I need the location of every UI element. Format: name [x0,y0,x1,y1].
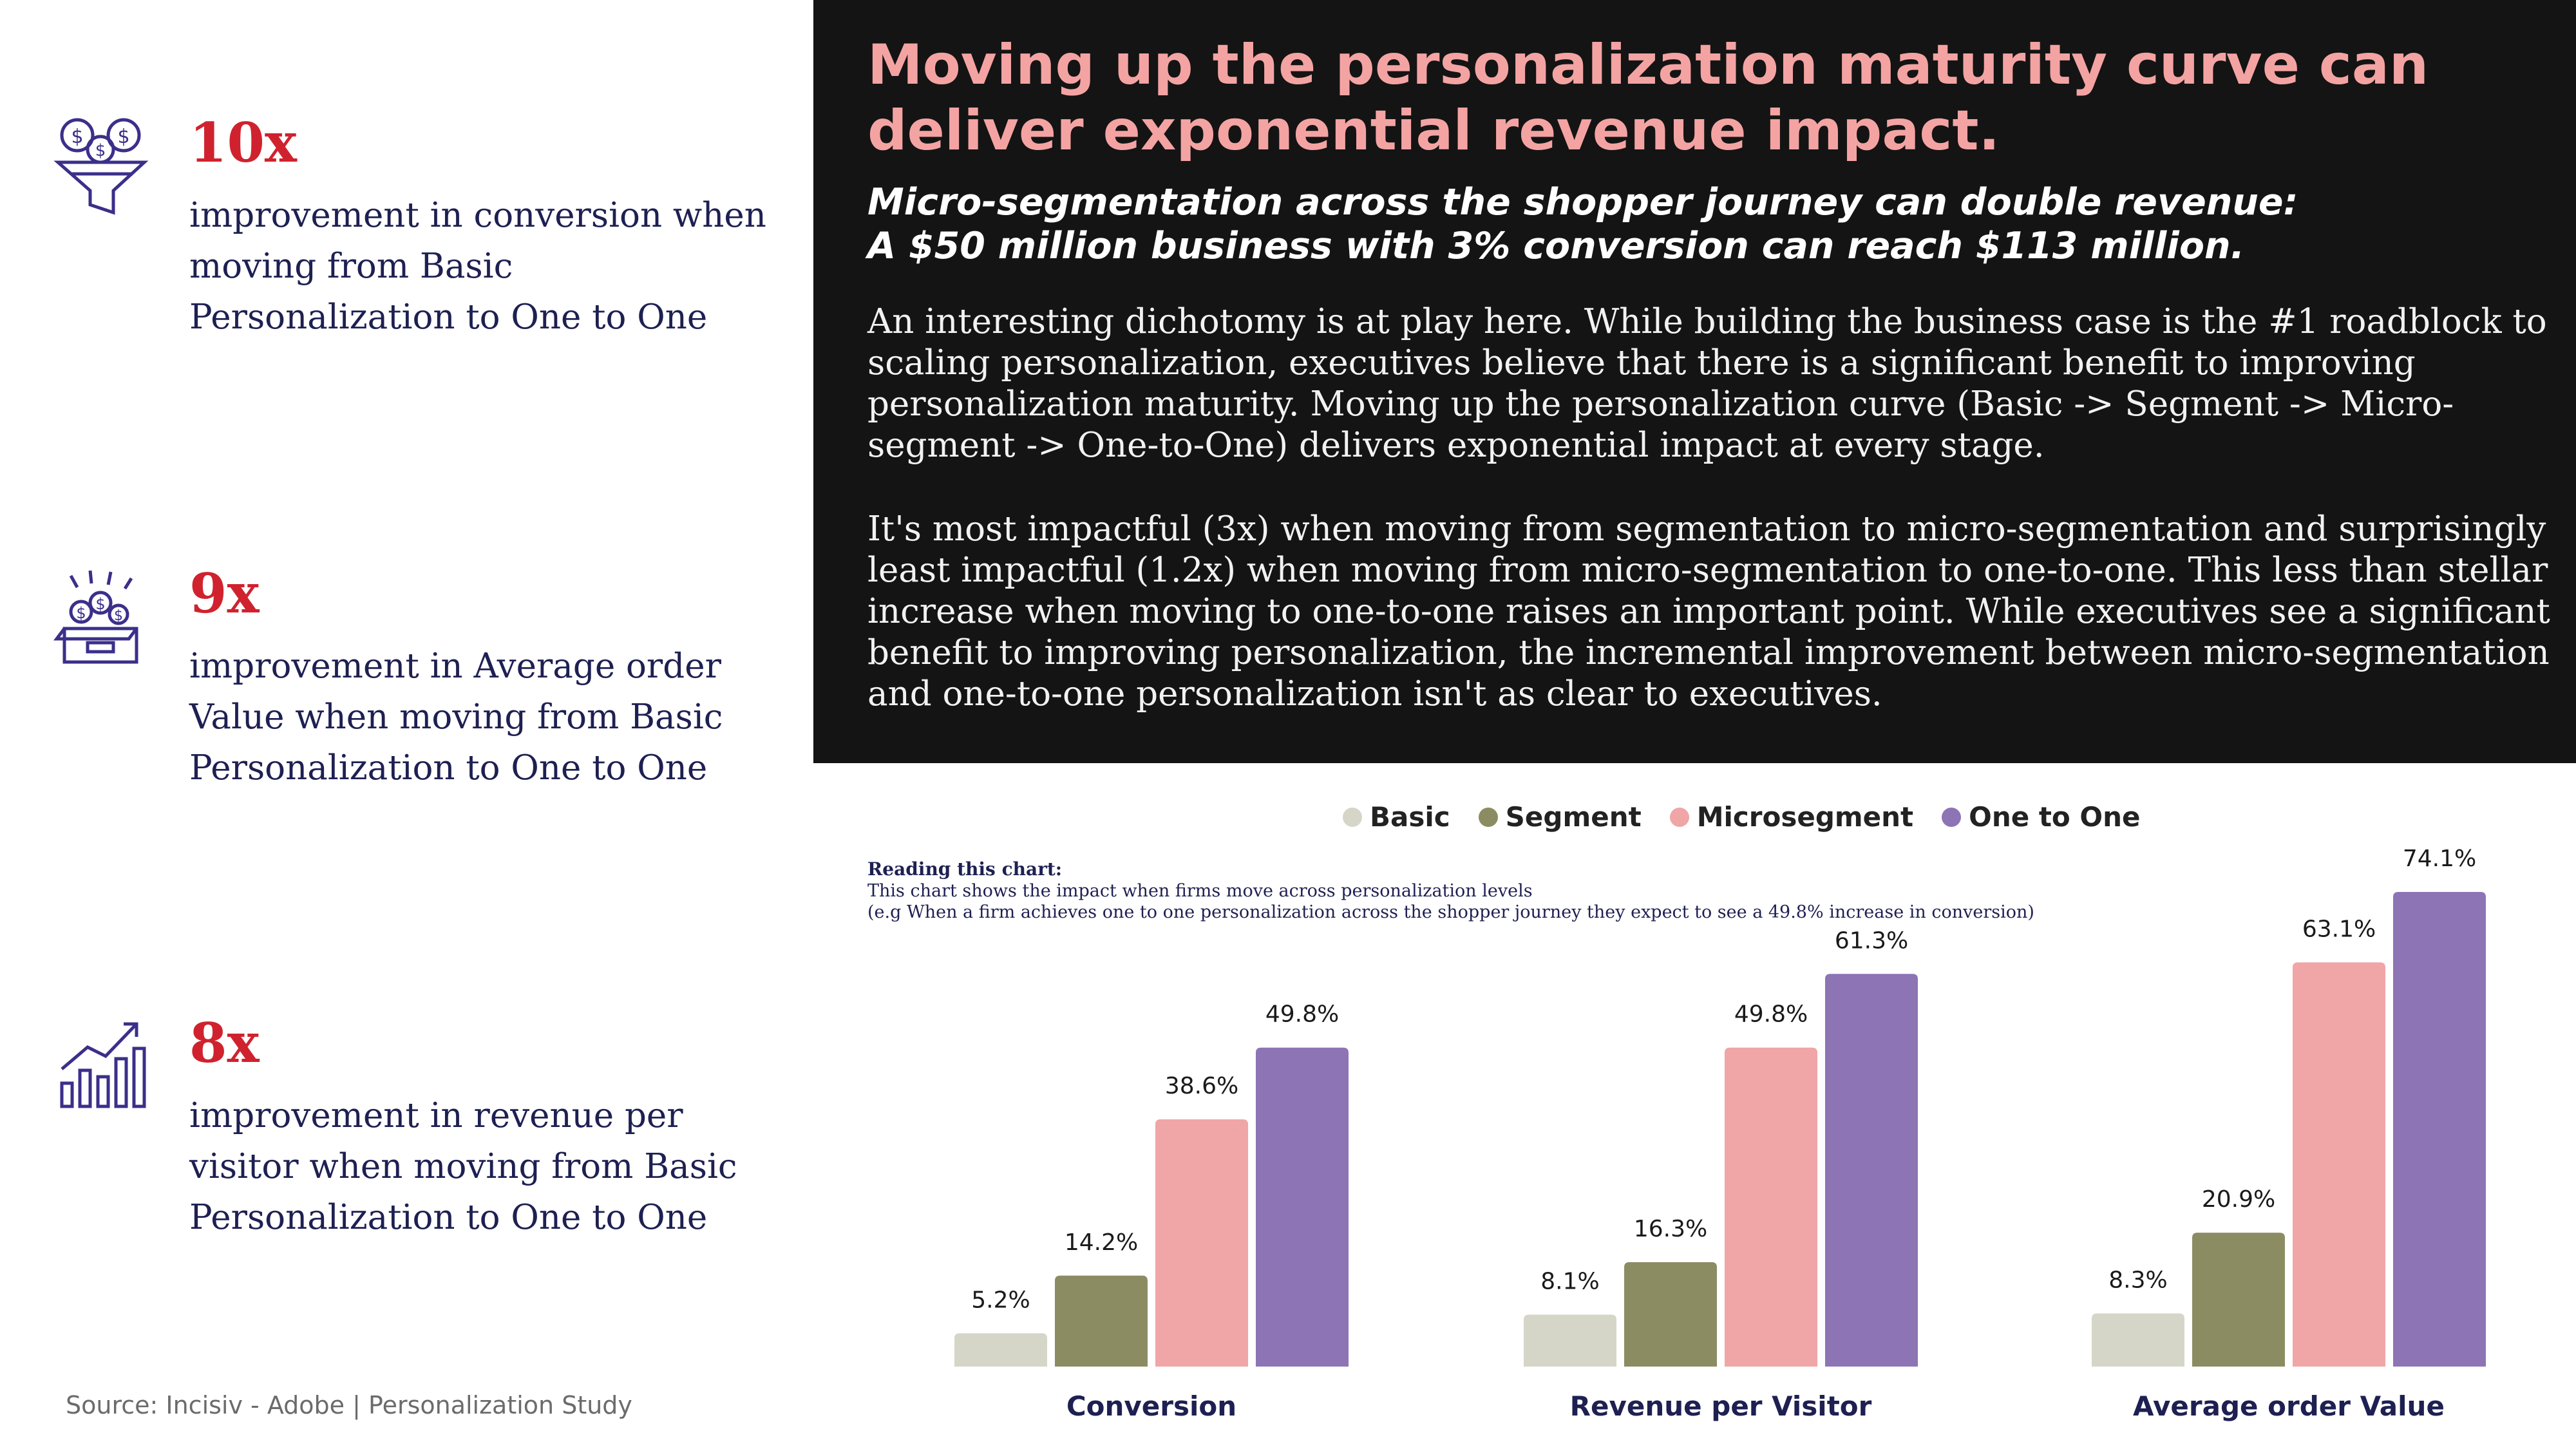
bar-value-label: 61.3% [1835,927,1908,954]
bar-microsegment-0 [1155,1119,1248,1367]
bar-value-label: 74.1% [2403,846,2476,872]
category-label: Conversion [1066,1390,1236,1422]
money-funnel-icon: $ $ $ [52,116,155,219]
bar-value-label: 5.2% [971,1287,1030,1313]
growth-chart-icon [52,1016,155,1119]
bar-value-label: 20.9% [2202,1186,2275,1213]
bar-value-label: 8.3% [2108,1267,2167,1293]
bar-segment-2 [2192,1233,2285,1367]
category-label: Revenue per Visitor [1570,1390,1872,1422]
bar-chart: 5.2% 14.2% 38.6% 49.8% Conversion 8.1% 16.3% 49… [954,846,2486,1422]
paragraph-1: An interesting dichotomy is at play here… [867,302,2547,465]
paragraph-2: It's most impactful (3x) when moving fro… [867,509,2550,714]
bar-value-label: 49.8% [1734,1001,1808,1028]
text-panel: Moving up the personalization maturity c… [813,0,2576,763]
stat-description: improvement in Average order Value when … [189,647,723,788]
svg-text:$: $ [71,126,83,148]
subhead-line-2: A $50 million business with 3% conversio… [867,225,2245,267]
svg-text:$: $ [76,604,86,622]
bar-basic-2 [2092,1313,2184,1367]
bar-value-label: 38.6% [1165,1073,1238,1099]
source-note: Source: Incisiv - Adobe | Personalizatio… [66,1391,632,1419]
category-label: Average order Value [2133,1390,2445,1422]
reading-title: Reading this chart: [867,858,1063,880]
legend-swatch [1669,807,1689,827]
chart-legend: Basic Segment Microsegment One to One [1343,801,2140,833]
stat-value: 9x [189,562,260,625]
bar-basic-0 [954,1333,1047,1367]
reading-line-1: This chart shows the impact when firms m… [867,881,1533,901]
legend-item-one-to-one: One to One [1942,801,2140,833]
bar-microsegment-1 [1725,1047,1817,1367]
legend-item-microsegment: Microsegment [1669,801,1914,833]
reading-line-2: (e.g When a firm achieves one to one per… [867,902,2034,922]
subhead-line-1: Micro-segmentation across the shopper jo… [867,181,2298,223]
legend-swatch [1942,807,1962,827]
bar-basic-1 [1524,1314,1616,1367]
bar-value-label: 8.1% [1540,1268,1599,1294]
stat-value: 8x [189,1011,260,1075]
bar-value-label: 16.3% [1634,1216,1707,1242]
bar-segment-0 [1055,1275,1148,1367]
money-box-icon: $ $ $ [52,567,155,670]
svg-text:$: $ [95,141,106,160]
bar-value-label: 63.1% [2302,916,2376,942]
legend-label: Microsegment [1696,801,1914,833]
legend-label: Basic [1370,801,1450,833]
svg-text:$: $ [95,595,105,613]
stat-description: improvement in revenue per visitor when … [189,1096,737,1237]
bar-value-label: 49.8% [1265,1001,1339,1028]
bar-segment-1 [1624,1262,1717,1367]
svg-text:$: $ [114,608,123,624]
bar-value-label: 14.2% [1065,1229,1138,1256]
svg-text:$: $ [117,126,129,148]
legend-item-basic: Basic [1343,801,1450,833]
legend-swatch [1478,807,1498,827]
bar-one-to-one-0 [1256,1047,1349,1367]
legend-label: Segment [1505,801,1642,833]
bar-microsegment-2 [2293,962,2385,1367]
stat-description: improvement in conversion when moving fr… [189,196,766,337]
headline: Moving up the personalization maturity c… [867,33,2429,163]
legend-label: One to One [1969,801,2141,833]
bar-one-to-one-2 [2393,892,2486,1367]
stat-value: 10x [189,111,297,175]
chart-reading-note: Reading this chart: This chart shows the… [867,858,2034,923]
legend-swatch [1343,807,1362,827]
subhead: Micro-segmentation across the shopper jo… [867,180,2542,268]
bar-one-to-one-1 [1825,974,1918,1367]
legend-item-segment: Segment [1478,801,1642,833]
